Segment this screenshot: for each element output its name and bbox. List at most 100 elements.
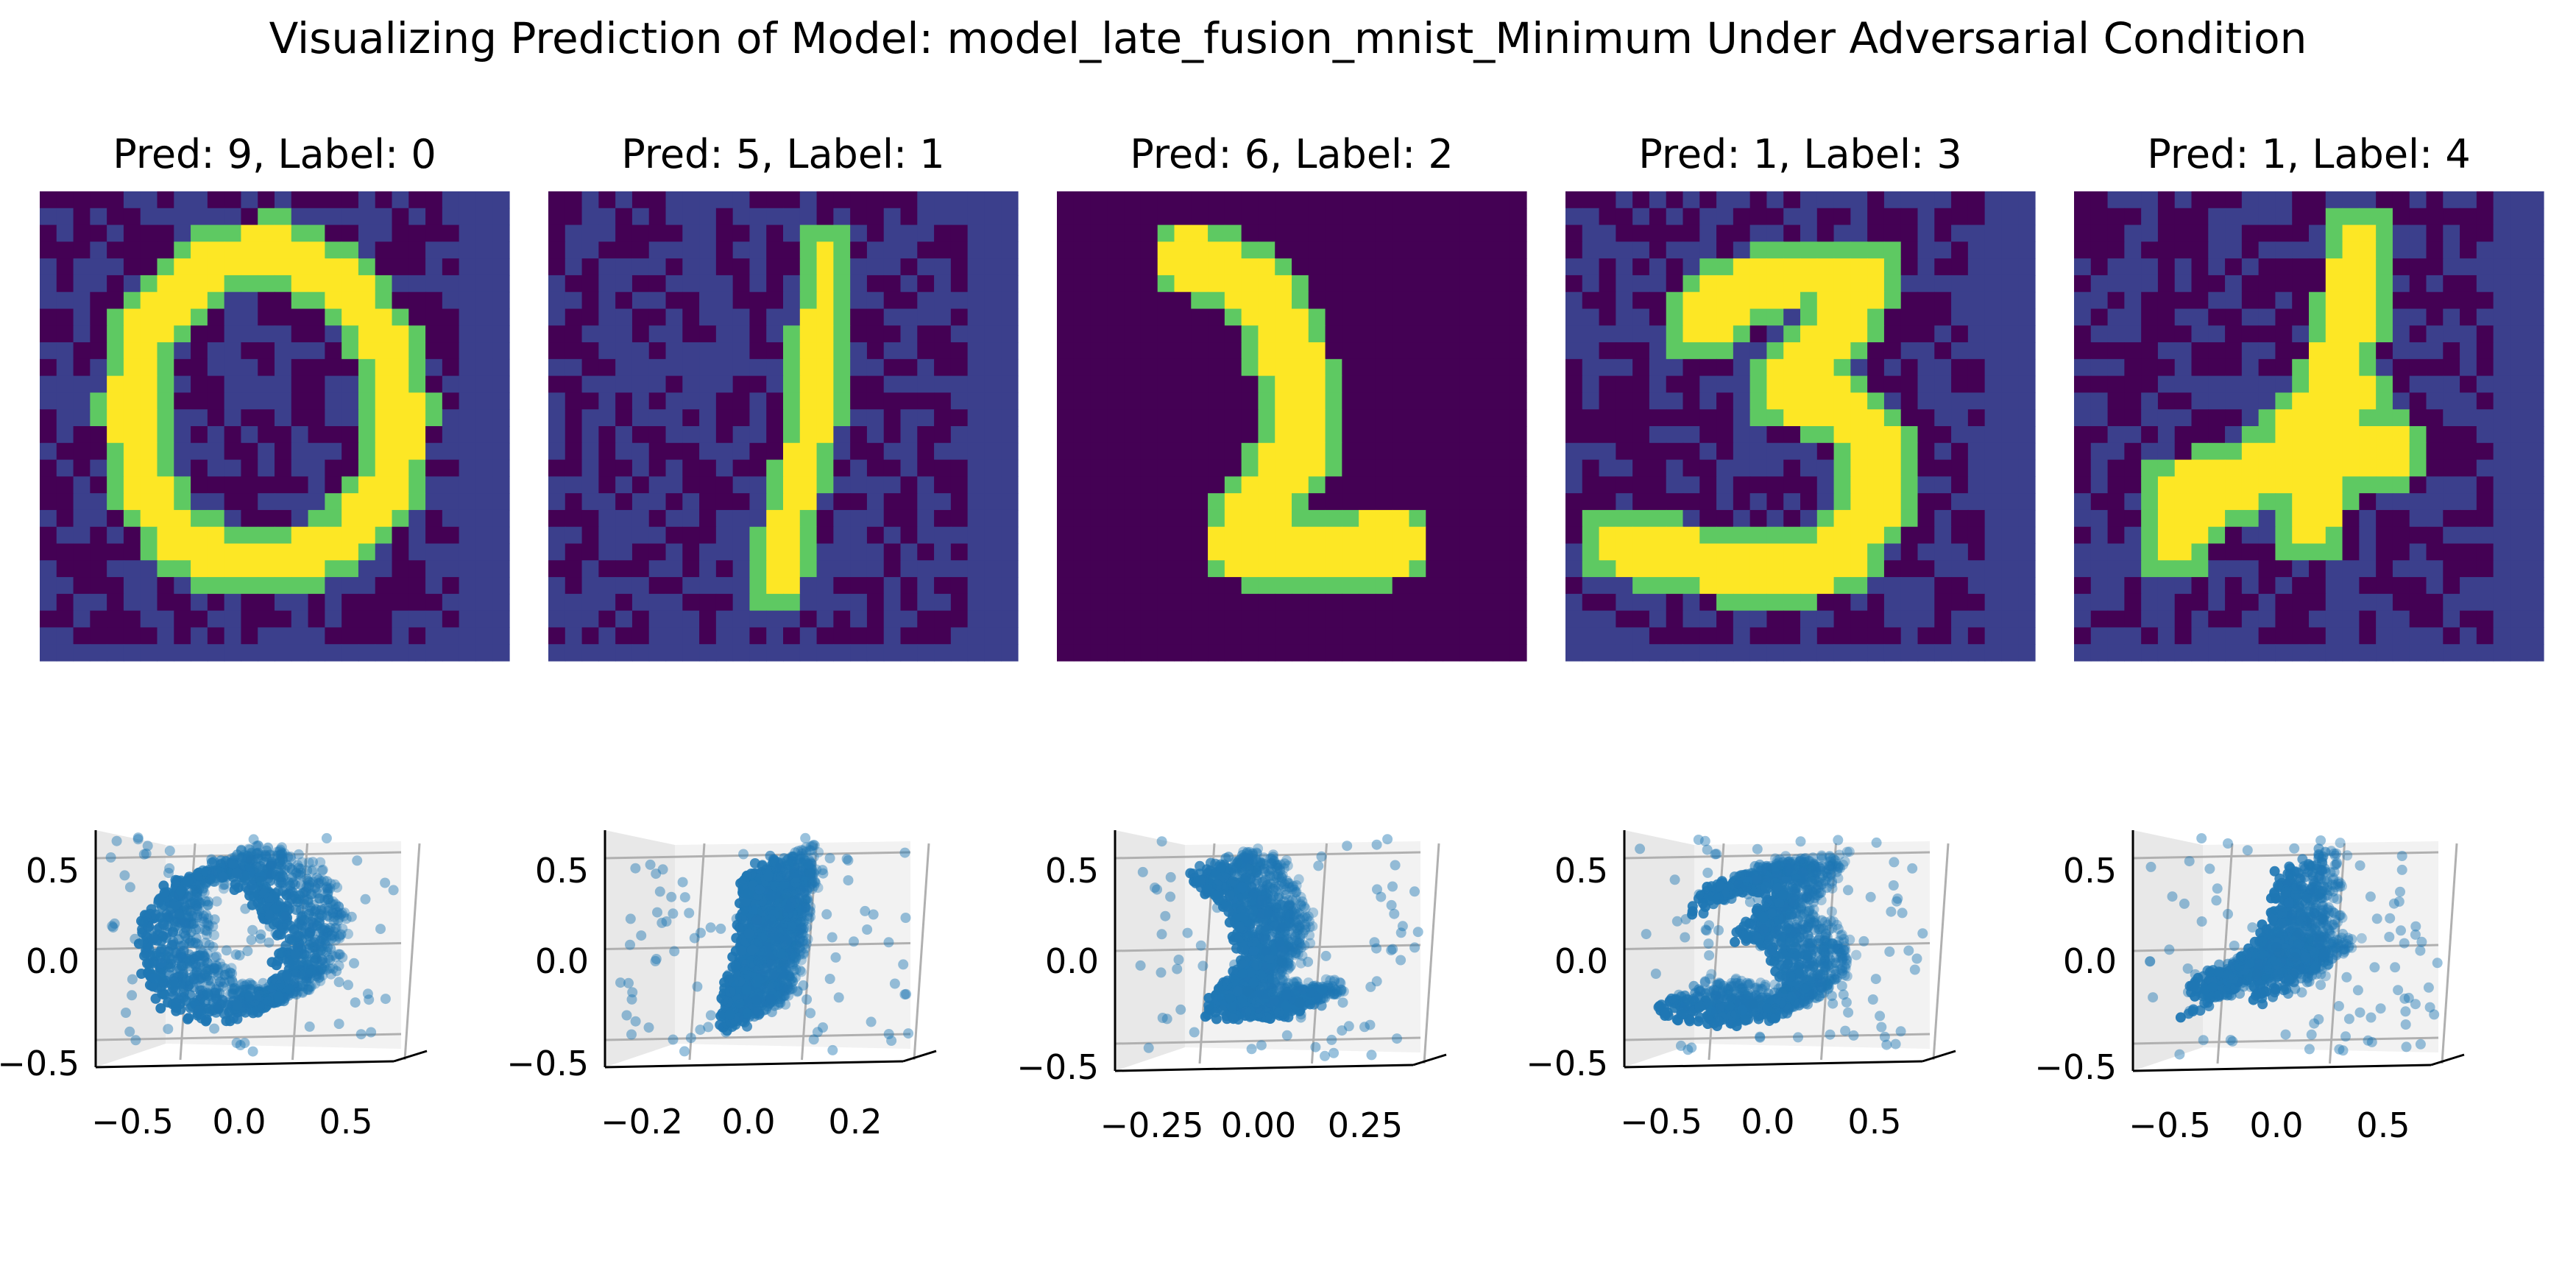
pixel — [1258, 241, 1275, 259]
pixel — [2493, 224, 2511, 242]
pixel — [1967, 509, 1986, 528]
pixel — [1833, 208, 1851, 226]
pixel — [2191, 426, 2209, 444]
pixel — [1666, 241, 1684, 259]
pixel — [1816, 526, 1835, 545]
pixel — [648, 258, 667, 276]
pixel — [425, 627, 443, 645]
pixel — [1208, 593, 1225, 612]
pixel — [2258, 627, 2276, 645]
pixel — [325, 509, 342, 528]
pixel — [2208, 191, 2226, 209]
pixel — [358, 593, 376, 612]
pixel — [1582, 258, 1600, 276]
pixel — [1850, 275, 1868, 293]
pixel — [258, 493, 275, 511]
pixel — [1816, 509, 1835, 528]
pixel — [2208, 593, 2226, 612]
pixel — [1599, 358, 1616, 377]
pixel — [1090, 375, 1108, 394]
pixel — [1816, 224, 1835, 242]
pixel — [732, 509, 751, 528]
pixel — [1599, 627, 1616, 645]
pixel — [2342, 342, 2360, 360]
pixel — [1951, 459, 1969, 477]
pixel — [1224, 610, 1242, 629]
pixel — [1292, 593, 1309, 612]
pixel — [598, 224, 616, 242]
pixel — [1292, 509, 1309, 528]
pixel — [1699, 493, 1717, 511]
pixel — [950, 560, 969, 578]
pixel — [2325, 275, 2343, 293]
pixel — [1632, 375, 1650, 394]
pixel — [866, 526, 885, 545]
pixel — [682, 543, 700, 561]
pixel — [631, 409, 650, 427]
pixel — [2359, 543, 2377, 561]
pixel — [2359, 291, 2377, 310]
pixel — [984, 375, 1002, 394]
pixel — [459, 409, 477, 427]
pixel — [275, 627, 292, 645]
pixel — [1649, 308, 1667, 326]
pixel — [715, 644, 734, 662]
pixel — [1258, 375, 1275, 394]
pixel — [1140, 409, 1158, 427]
pixel — [1632, 392, 1650, 410]
pixel — [2392, 476, 2410, 494]
pixel — [241, 627, 258, 645]
pixel — [1917, 342, 1935, 360]
pixel — [2124, 375, 2142, 394]
pixel — [1984, 526, 2003, 545]
pixel — [1632, 308, 1650, 326]
pixel — [917, 224, 935, 242]
pixel — [1850, 577, 1868, 595]
pixel — [732, 392, 751, 410]
pixel — [459, 275, 477, 293]
pixel — [2309, 241, 2326, 259]
pixel — [1666, 577, 1684, 595]
pixel — [123, 258, 141, 276]
pixel — [715, 627, 734, 645]
pixel — [1951, 577, 1969, 595]
pixel — [950, 291, 969, 310]
pixel — [850, 308, 868, 326]
pixel — [2309, 509, 2326, 528]
pixel — [1292, 191, 1309, 209]
pixel — [2409, 593, 2427, 612]
pixel — [2141, 476, 2159, 494]
pixel — [1057, 392, 1075, 410]
pixel — [1733, 459, 1751, 477]
pixel — [2443, 610, 2460, 629]
pixel — [1833, 325, 1851, 343]
pixel — [1984, 258, 2003, 276]
scatter-point — [311, 872, 322, 883]
pixel — [2090, 442, 2109, 461]
pixel — [2225, 543, 2243, 561]
pixel — [1599, 459, 1616, 477]
pixel — [492, 392, 510, 410]
pixel — [2359, 392, 2377, 410]
pixel — [90, 543, 107, 561]
pixel — [1308, 409, 1326, 427]
pixel — [2426, 325, 2444, 343]
pixel — [2510, 577, 2527, 595]
pixel — [1783, 593, 1801, 612]
pixel — [2309, 258, 2326, 276]
pixel — [1275, 526, 1292, 545]
pixel — [1951, 275, 1969, 293]
pixel — [2510, 426, 2527, 444]
pixel — [1001, 577, 1019, 595]
pixel — [2342, 543, 2360, 561]
pixel — [1510, 627, 1527, 645]
pixel — [1766, 593, 1784, 612]
pixel — [967, 342, 986, 360]
pixel — [1616, 358, 1633, 377]
pixel — [40, 325, 57, 343]
pixel — [2325, 291, 2343, 310]
pixel — [799, 426, 818, 444]
pixel — [648, 493, 667, 511]
pixel — [732, 627, 751, 645]
pixel — [90, 459, 107, 477]
